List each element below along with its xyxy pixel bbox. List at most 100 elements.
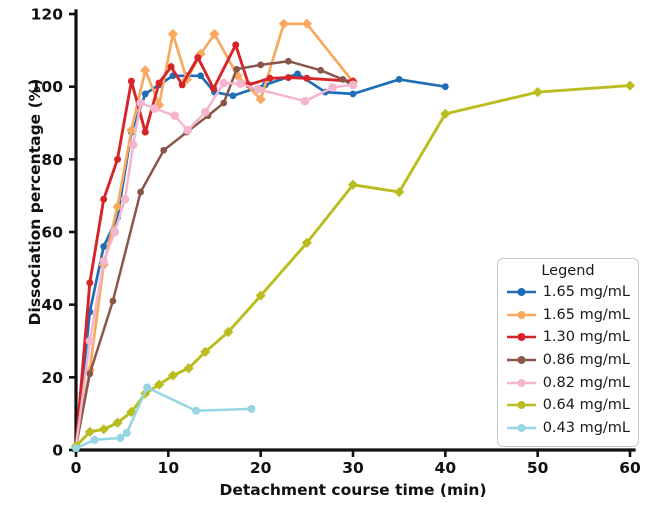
series-2-1.30mgmL [72,41,357,450]
legend-item: 0.86 mg/mL [506,349,630,372]
data-point [255,290,266,301]
legend-line-sample [507,310,536,319]
series-4-0.82mgmL [71,78,358,451]
legend-item-label: 0.82 mg/mL [542,374,630,391]
x-tick-label: 30 [342,459,364,477]
y-tick-label: 0 [52,442,63,460]
legend-item: 1.30 mg/mL [506,326,630,349]
data-point [255,94,266,105]
data-point [120,195,130,204]
data-point [220,99,228,107]
series-line [74,59,355,448]
data-point [86,279,94,287]
legend-line-sample [507,333,536,342]
axis-ticks: 0 10 20 30 40 50 60 0 20 40 60 80 100 120 [31,6,641,478]
data-point [236,79,245,89]
series-line [74,81,355,448]
x-tick-label: 40 [435,459,457,477]
series-line [74,43,355,448]
series-6-0.43mgmL [72,383,256,453]
x-tick-label: 20 [250,459,272,477]
data-point [99,256,108,266]
data-point [167,63,175,71]
data-point [127,77,135,85]
data-point [128,140,138,150]
legend-item-label: 0.43 mg/mL [542,419,630,436]
data-point [178,81,186,89]
legend-line-sample [507,423,536,432]
data-point [86,370,94,378]
legend-item: 1.65 mg/mL [506,304,630,327]
data-point [98,424,109,435]
legend-item: 1.65 mg/mL [506,281,630,304]
legend-line-sample [507,356,536,365]
legend-item-label: 1.65 mg/mL [542,306,630,323]
y-axis-label: Dissociation percentage (%) [26,78,44,326]
data-point [85,336,95,346]
legend-item-label: 0.86 mg/mL [542,352,630,369]
series-3-0.86mgmL [72,57,357,450]
data-point [122,428,131,437]
data-point [116,434,125,443]
x-tick-label: 0 [71,459,82,477]
data-point [301,237,312,248]
x-tick-label: 50 [527,459,549,477]
y-tick-label: 120 [31,6,64,24]
data-point [170,111,180,121]
data-point [141,128,149,136]
data-point [257,61,265,69]
legend-item: 0.43 mg/mL [506,417,630,440]
data-point [143,383,152,392]
data-point [229,92,237,100]
data-point [136,98,145,108]
data-point [194,54,202,62]
legend: Legend 1.65 mg/mL 1.65 mg/mL 1.30 mg/mL 0.8… [497,258,639,448]
legend-title: Legend [541,263,595,279]
data-point [200,107,210,117]
data-point [266,74,274,82]
data-point [247,404,256,413]
data-point [141,90,149,98]
data-point [183,363,194,374]
legend-item-label: 1.30 mg/mL [542,329,630,346]
legend-line-sample [507,288,536,297]
y-tick-label: 60 [41,224,63,242]
series-line [74,386,253,450]
data-point [300,96,310,106]
data-point [90,435,99,444]
data-point [278,18,289,29]
data-point [348,80,358,90]
data-point [126,125,137,136]
data-point [328,83,337,92]
data-point [210,84,218,92]
data-point [394,186,405,198]
legend-line-sample [507,401,536,410]
data-point [253,84,263,94]
data-point [183,125,193,135]
data-point [192,406,201,415]
data-point [339,76,347,83]
y-tick-label: 80 [41,151,63,169]
data-point [167,28,179,40]
data-point [284,57,292,65]
data-point [114,155,122,163]
data-point [197,72,205,80]
series-line [74,72,447,448]
series-line [74,22,355,448]
data-point [100,195,108,203]
data-point [150,104,159,113]
x-tick-label: 60 [619,459,641,477]
data-point [219,78,229,88]
data-point [532,87,543,98]
data-point [72,444,80,453]
x-axis-label: Detachment course time (min) [219,481,487,499]
data-point [441,83,449,91]
legend-items: 1.65 mg/mL 1.65 mg/mL 1.30 mg/mL 0.86 mg/mL… [506,281,630,439]
data-point [233,65,241,73]
legend-item-label: 1.65 mg/mL [542,284,630,301]
y-tick-label: 100 [31,78,64,96]
data-point [303,74,311,82]
data-point [110,227,120,237]
